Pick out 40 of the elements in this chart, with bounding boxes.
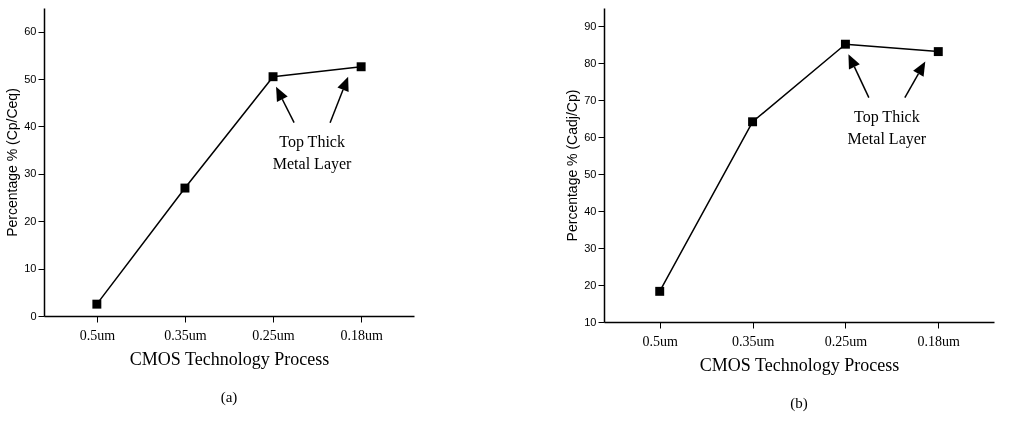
y-tick-label: 50 [584, 167, 597, 180]
y-tick-label: 90 [584, 19, 597, 32]
y-tick-label: 60 [24, 25, 37, 38]
y-tick-label: 30 [584, 241, 597, 254]
x-tick-label: 0.18um [917, 333, 961, 349]
point [655, 286, 665, 296]
point [92, 299, 102, 309]
x-tick-label: 0.35um [164, 327, 207, 343]
point [180, 183, 190, 193]
y-tick-label: 70 [584, 93, 597, 106]
y-tick-label: 20 [24, 214, 37, 227]
x-tick-label: 0.5um [642, 333, 679, 349]
y-tick-label: 10 [24, 262, 37, 275]
y-tick-label: 40 [24, 119, 37, 132]
y-axis-title: Percentage % (Cp/Ceq) [4, 88, 21, 237]
x-axis-title: CMOS Technology Process [129, 348, 330, 369]
y-tick-label: 30 [24, 167, 37, 180]
point [933, 47, 943, 57]
text: (b) [790, 395, 808, 412]
annotation: Top Thick Metal Layer [847, 107, 927, 148]
y-tick-label: 80 [584, 56, 597, 69]
x-tick-label: 0.5um [79, 327, 116, 343]
y-tick-label: 40 [584, 204, 597, 217]
y-tick-label: 10 [584, 315, 597, 328]
annotation: Top Thick Metal Layer [272, 132, 353, 173]
y-tick-label: 50 [24, 72, 37, 85]
point [748, 117, 758, 127]
point [268, 72, 278, 82]
x-tick-label: 0.25um [252, 327, 295, 343]
y-axis-title: Percentage % (Cadj/Cp) [564, 89, 581, 242]
y-tick-label: 0 [30, 309, 37, 322]
x-tick-label: 0.25um [824, 333, 868, 349]
x-axis-title: CMOS Technology Process [699, 354, 900, 375]
point [840, 39, 850, 49]
y-tick-label: 20 [584, 278, 597, 291]
text: (a) [220, 389, 238, 406]
point [356, 62, 366, 72]
x-tick-label: 0.18um [340, 327, 383, 343]
x-tick-label: 0.35um [731, 333, 775, 349]
y-tick-label: 60 [584, 130, 597, 143]
